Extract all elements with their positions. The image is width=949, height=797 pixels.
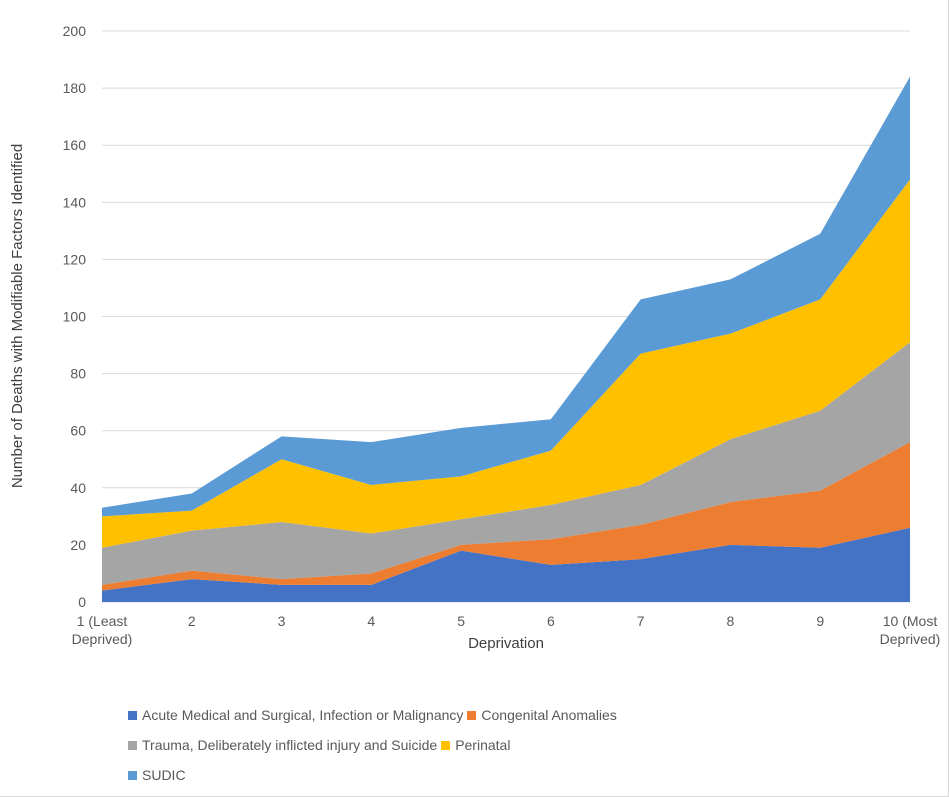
y-tick-label: 0 (78, 594, 86, 610)
legend-row: Trauma, Deliberately inflicted injury an… (128, 735, 908, 755)
x-tick-label: 10 (Most Deprived) (880, 613, 941, 647)
x-tick-label: 4 (367, 613, 375, 629)
area-series-3 (102, 342, 910, 585)
legend-swatch (128, 740, 137, 750)
legend-row: SUDIC (128, 765, 908, 785)
x-tick-label: 5 (457, 613, 465, 629)
legend-label: Perinatal (455, 737, 511, 753)
legend: Acute Medical and Surgical, Infection or… (128, 705, 908, 795)
y-tick-label: 140 (63, 194, 87, 210)
legend-row: Acute Medical and Surgical, Infection or… (128, 705, 908, 725)
y-tick-label: 40 (70, 480, 86, 496)
y-axis-title: Number of Deaths with Modifiable Factors… (9, 144, 26, 488)
x-tick-label: 2 (188, 613, 196, 629)
area-series-4 (102, 179, 910, 548)
legend-item: Trauma, Deliberately inflicted injury an… (128, 737, 437, 753)
stacked-area-chart: 0 20 40 60 80 100 120 140 160 180 200 1 (Least Depr… (9, 23, 941, 652)
legend-label: Acute Medical and Surgical, Infection or… (142, 707, 464, 723)
legend-label: Congenital Anomalies (481, 707, 617, 723)
legend-swatch (467, 710, 477, 720)
y-tick-label: 100 (63, 309, 87, 325)
y-tick-label: 160 (63, 137, 87, 153)
legend-label: Trauma, Deliberately inflicted injury an… (142, 737, 438, 753)
y-tick-label: 60 (70, 423, 86, 439)
x-axis-title: Deprivation (468, 635, 544, 652)
area-series-1 (102, 527, 910, 602)
legend-item: Acute Medical and Surgical, Infection or… (128, 707, 463, 723)
x-tick-label: 3 (278, 613, 286, 629)
legend-item: Congenital Anomalies (467, 707, 617, 723)
y-tick-label: 80 (70, 366, 86, 382)
legend-swatch (441, 740, 451, 750)
x-tick-label: 1 (Least Deprived) (72, 613, 133, 647)
legend-label: SUDIC (142, 767, 186, 783)
x-tick-label: 8 (727, 613, 735, 629)
x-tick-label: 6 (547, 613, 555, 629)
area-series-5 (102, 76, 910, 517)
area-series-2 (102, 442, 910, 591)
y-tick-label: 120 (63, 251, 87, 267)
x-tick-label: 7 (637, 613, 645, 629)
y-axis-ticks: 0 20 40 60 80 100 120 140 160 180 200 (63, 23, 87, 610)
legend-swatch (128, 770, 137, 780)
legend-item: SUDIC (128, 767, 186, 783)
y-tick-label: 180 (63, 80, 87, 96)
x-tick-label: 9 (816, 613, 824, 629)
legend-swatch (128, 710, 137, 720)
y-tick-label: 20 (70, 537, 86, 553)
y-tick-label: 200 (63, 23, 87, 39)
legend-item: Perinatal (441, 737, 510, 753)
x-axis-ticks: 1 (Least Deprived) 2 3 4 5 6 7 8 9 10 (Most Deprive… (72, 613, 941, 647)
area-layer (102, 76, 910, 602)
